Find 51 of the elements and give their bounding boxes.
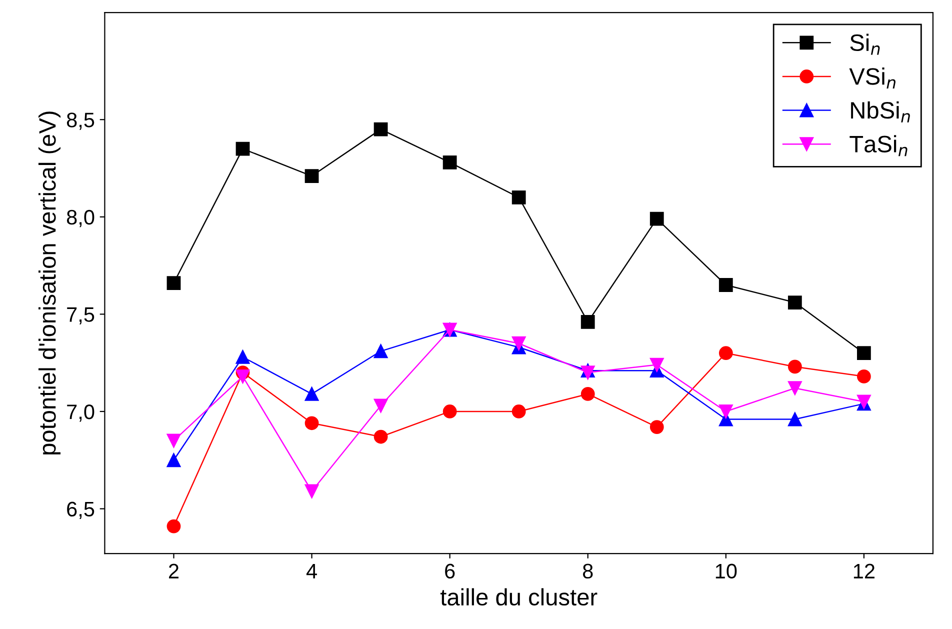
point — [374, 122, 388, 136]
y-tick-label: 7,0 — [67, 404, 94, 422]
y-tick-label: 8,5 — [66, 112, 94, 130]
x-tick-label: 12 — [854, 564, 874, 578]
legend-label: VSi$_{n}$ — [849, 68, 896, 89]
x-tick-label: 2 — [168, 564, 178, 578]
point — [788, 360, 802, 374]
point — [580, 315, 595, 329]
point — [304, 416, 319, 430]
y-tick-label: 7,5 — [67, 307, 94, 324]
point — [856, 370, 871, 384]
point — [236, 350, 250, 364]
point — [304, 387, 319, 401]
point — [650, 358, 664, 372]
y-axis-title: potontiel d'ionisation vertical (eV) — [38, 112, 60, 454]
legend-label: TaSi$_{n}$ — [850, 135, 908, 156]
point — [236, 370, 250, 384]
y-tick-label: 8,0 — [66, 210, 94, 228]
legend-label: NbSi$_{n}$ — [851, 101, 910, 122]
point — [788, 381, 802, 396]
point — [304, 169, 319, 183]
point — [788, 296, 802, 310]
point — [166, 519, 181, 534]
x-tick-label: 4 — [306, 564, 317, 578]
point — [650, 420, 664, 434]
legend-label: Si$_{n}$ — [850, 34, 880, 55]
x-tick-label: 6 — [445, 564, 455, 579]
x-tick-label: 10 — [716, 564, 737, 579]
y-tick-label: 6,5 — [67, 502, 94, 519]
point — [718, 278, 733, 292]
point — [374, 398, 388, 413]
point — [512, 336, 526, 350]
point — [442, 404, 457, 418]
x-tick-label: 8 — [582, 564, 593, 579]
point — [166, 434, 181, 448]
point — [580, 387, 595, 401]
point — [718, 404, 733, 418]
point — [856, 346, 871, 360]
point — [166, 453, 181, 468]
point — [374, 430, 388, 444]
point — [512, 190, 526, 204]
point — [374, 344, 388, 358]
point — [166, 276, 181, 290]
point — [650, 212, 664, 226]
point — [788, 412, 802, 426]
point — [236, 142, 250, 156]
point — [442, 155, 457, 170]
point — [512, 404, 526, 418]
point — [304, 484, 319, 498]
x-axis-title: taille du cluster — [440, 588, 598, 606]
point — [718, 346, 733, 360]
